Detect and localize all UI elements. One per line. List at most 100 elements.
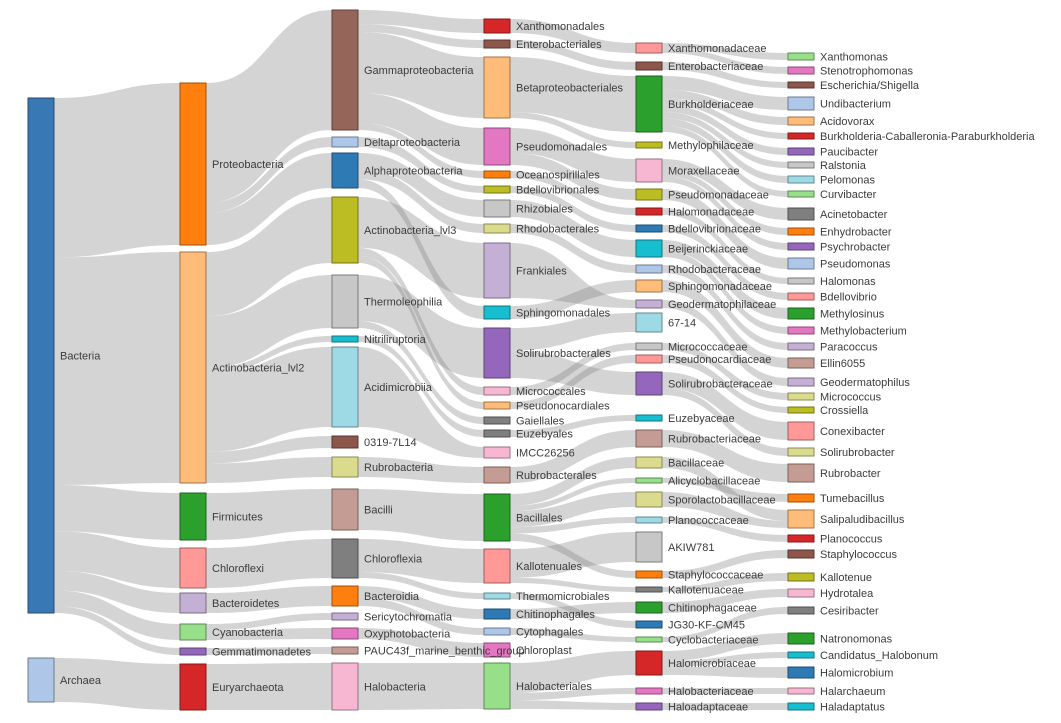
sankey-link-Actinobacteria_lvl2-to-Thermoleophilia[interactable] [206, 275, 332, 368]
sankey-node-Alicyclobacillaceae[interactable] [635, 477, 663, 484]
sankey-node-Methylophilaceae[interactable] [635, 141, 663, 149]
sankey-link-Enterobacteriaceae-to-Escherichia/Shigella[interactable] [662, 62, 788, 88]
sankey-link-Betaproteobacteriales-to-Methylophilaceae[interactable] [510, 112, 636, 148]
sankey-link-Bacillales-to-Bacillaceae[interactable] [510, 457, 636, 506]
sankey-link-Moraxellaceae-to-Enhydrobacter[interactable] [662, 170, 788, 235]
sankey-node-Halarchaeum[interactable] [787, 687, 815, 695]
sankey-node-Chitinophagales[interactable] [483, 608, 511, 620]
sankey-link-Actinobacteria_lvl2-to-Acidimicrobiia[interactable] [206, 347, 332, 452]
sankey-link-Bacteria-to-Firmicutes[interactable] [54, 485, 180, 540]
sankey-link-Pseudomonadaceae-to-Pseudomonas[interactable] [662, 189, 788, 269]
sankey-link-Alphaproteobacteria-to-Sphingomonadales[interactable] [358, 179, 484, 319]
sankey-node-Frankiales[interactable] [483, 242, 511, 299]
sankey-link-Alphaproteobacteria-to-Rhizobiales[interactable] [358, 153, 484, 217]
sankey-link-Frankiales-to-Geodermatophilaceae[interactable] [510, 243, 636, 308]
sankey-link-Archaea-to-Euryarchaeota[interactable] [54, 658, 180, 710]
sankey-link-Xanthomonadaceae-to-Xanthomonas[interactable] [662, 43, 788, 60]
sankey-link-Nitriliruptoria-to-Euzebyales[interactable] [358, 336, 484, 437]
sankey-link-Bacteroidia-to-Cytophagales[interactable] [358, 597, 484, 635]
sankey-link-Proteobacteria-to-Deltaproteobacteria[interactable] [206, 137, 332, 213]
sankey-node-Oceanospirillales[interactable] [483, 170, 511, 179]
sankey-node-Kallotenuales[interactable] [483, 548, 511, 584]
sankey-node-Oxyphotobacteria[interactable] [331, 627, 359, 640]
sankey-link-Bacteria-to-Proteobacteria[interactable] [54, 83, 180, 258]
sankey-node-Methylosinus[interactable] [787, 307, 815, 320]
sankey-link-Gemmatimonadetes-to-PAUC43f_marine_benthic_group[interactable] [206, 647, 332, 655]
sankey-node-Micrococcales[interactable] [483, 386, 511, 396]
sankey-node-AKIW781[interactable] [635, 531, 663, 563]
sankey-node-Kallotenue[interactable] [787, 572, 815, 582]
sankey-link-Burkholderiaceae-to-Paucibacter[interactable] [662, 104, 788, 156]
sankey-link-Bacilli-to-Bacillales[interactable] [358, 489, 484, 541]
sankey-node-Xanthomonadales[interactable] [483, 18, 511, 34]
sankey-node-Pseudonocardiales[interactable] [483, 401, 511, 410]
sankey-link-Proteobacteria-to-Gammaproteobacteria[interactable] [206, 10, 332, 203]
sankey-node-Burkholderiaceae[interactable] [635, 75, 663, 133]
sankey-node-Undibacterium[interactable] [787, 96, 815, 111]
sankey-node-Thermomicrobiales[interactable] [483, 592, 511, 600]
sankey-node-Bacteroidia[interactable] [331, 585, 359, 607]
sankey-link-Bacillales-to-Alicyclobacillaceae[interactable] [510, 478, 636, 512]
sankey-node-Solirubrobacterales[interactable] [483, 327, 511, 379]
sankey-node-Candidatus_Halobonum[interactable] [787, 651, 815, 659]
sankey-node-Cesiribacter[interactable] [787, 606, 815, 615]
sankey-link-Bacillaceae-to-Salipaludibacillus[interactable] [662, 457, 788, 521]
sankey-link-Burkholderiaceae-to-Undibacterium[interactable] [662, 76, 788, 110]
sankey-node-Nitriliruptoria[interactable] [331, 335, 359, 343]
sankey-link-Gammaproteobacteria-to-Enterobacteriales[interactable] [358, 24, 484, 48]
sankey-link-Actinobacteria_lvl3-to-Pseudonocardiales[interactable] [358, 255, 484, 409]
sankey-node-Gaiellales[interactable] [483, 416, 511, 425]
sankey-link-Actinobacteria_lvl2-to-Actinobacteria_lvl3[interactable] [206, 197, 332, 317]
sankey-link-Chloroflexia-to-Thermomicrobiales[interactable] [358, 572, 484, 599]
sankey-link-Pseudomonadales-to-Pseudomonadaceae[interactable] [510, 153, 636, 200]
sankey-link-Beijerinckiaceae-to-Methylobacterium[interactable] [662, 250, 788, 334]
sankey-node-Enhydrobacter[interactable] [787, 227, 815, 236]
sankey-node-Haladaptatus[interactable] [787, 702, 815, 711]
sankey-link-Kallotenuaceae-to-Kallotenue[interactable] [662, 573, 788, 592]
sankey-link-Moraxellaceae-to-Psychrobacter[interactable] [662, 176, 788, 250]
sankey-node-Sporolactobacillaceae[interactable] [635, 491, 663, 508]
sankey-link-Pseudomonadales-to-Moraxellaceae[interactable] [510, 128, 636, 182]
sankey-node-Tumebacillus[interactable] [787, 493, 815, 503]
sankey-link-Haloadaptaceae-to-Haladaptatus[interactable] [662, 703, 788, 710]
sankey-node-Halomonadaceae[interactable] [635, 207, 663, 216]
sankey-link-Bacteroidia-to-Chitinophagales[interactable] [358, 586, 484, 619]
sankey-link-Gammaproteobacteria-to-Oceanospirillales[interactable] [358, 123, 484, 178]
sankey-node-Euzebyales[interactable] [483, 429, 511, 438]
sankey-link-Cytophagales-to-Cyclobacteriaceae[interactable] [510, 628, 636, 642]
sankey-link-Solirubrobacterales-to-67-14[interactable] [510, 313, 636, 351]
sankey-node-PAUC43f_marine_benthic_group[interactable] [331, 646, 359, 655]
sankey-node-Micrococcaceae[interactable] [635, 342, 663, 351]
sankey-node-Rhizobiales[interactable] [483, 199, 511, 218]
sankey-link-Rubrobacteriaceae-to-Rubrobacter[interactable] [662, 430, 788, 482]
sankey-link-Pseudonocardiaceae-to-Crossiella[interactable] [662, 355, 788, 413]
sankey-node-Thermoleophilia[interactable] [331, 274, 359, 329]
sankey-node-Acidovorax[interactable] [787, 116, 815, 126]
sankey-link-Planococcaceae-to-Planococcus[interactable] [662, 517, 788, 542]
sankey-node-Cytophagales[interactable] [483, 627, 511, 636]
sankey-node-Halomonas[interactable] [787, 277, 815, 285]
sankey-node-Pseudomonadaceae[interactable] [635, 188, 663, 201]
sankey-node-Ellin6055[interactable] [787, 357, 815, 369]
sankey-node-Bacilli[interactable] [331, 488, 359, 531]
sankey-node-Chloroflexia[interactable] [331, 538, 359, 579]
sankey-link-Halomicrobiaceae-to-Candidatus_Halobonum[interactable] [662, 652, 788, 667]
sankey-node-Natronomonas[interactable] [787, 632, 815, 645]
sankey-link-Xanthomonadaceae-to-Stenotrophomonas[interactable] [662, 48, 788, 74]
sankey-node-IMCC26256[interactable] [483, 446, 511, 459]
sankey-link-Halomonadaceae-to-Halomonas[interactable] [662, 208, 788, 284]
sankey-link-Micrococcaceae-to-Micrococcus[interactable] [662, 343, 788, 400]
sankey-node-Xanthomonas[interactable] [787, 52, 815, 61]
sankey-link-Rubrobacteria-to-Rubrobacterales[interactable] [358, 457, 484, 483]
sankey-link-Staphylococcaceae-to-Staphylococcus[interactable] [662, 550, 788, 578]
sankey-node-Archaea[interactable] [27, 657, 55, 703]
sankey-node-Pelomonas[interactable] [787, 175, 815, 184]
sankey-link-Proteobacteria-to-Alphaproteobacteria[interactable] [206, 153, 332, 245]
sankey-link-Rubrobacterales-to-Rubrobacteriaceae[interactable] [510, 430, 636, 483]
sankey-node-Acinetobacter[interactable] [787, 207, 815, 221]
sankey-link-Chloroflexi-to-Chloroflexia[interactable] [206, 539, 332, 588]
sankey-node-Conexibacter[interactable] [787, 421, 815, 441]
sankey-link-Halobacteria-to-Halobacteriales[interactable] [358, 663, 484, 710]
sankey-link-Rhizobiales-to-Beijerinckiaceae[interactable] [510, 200, 636, 257]
sankey-node-Methylobacterium[interactable] [787, 326, 815, 335]
